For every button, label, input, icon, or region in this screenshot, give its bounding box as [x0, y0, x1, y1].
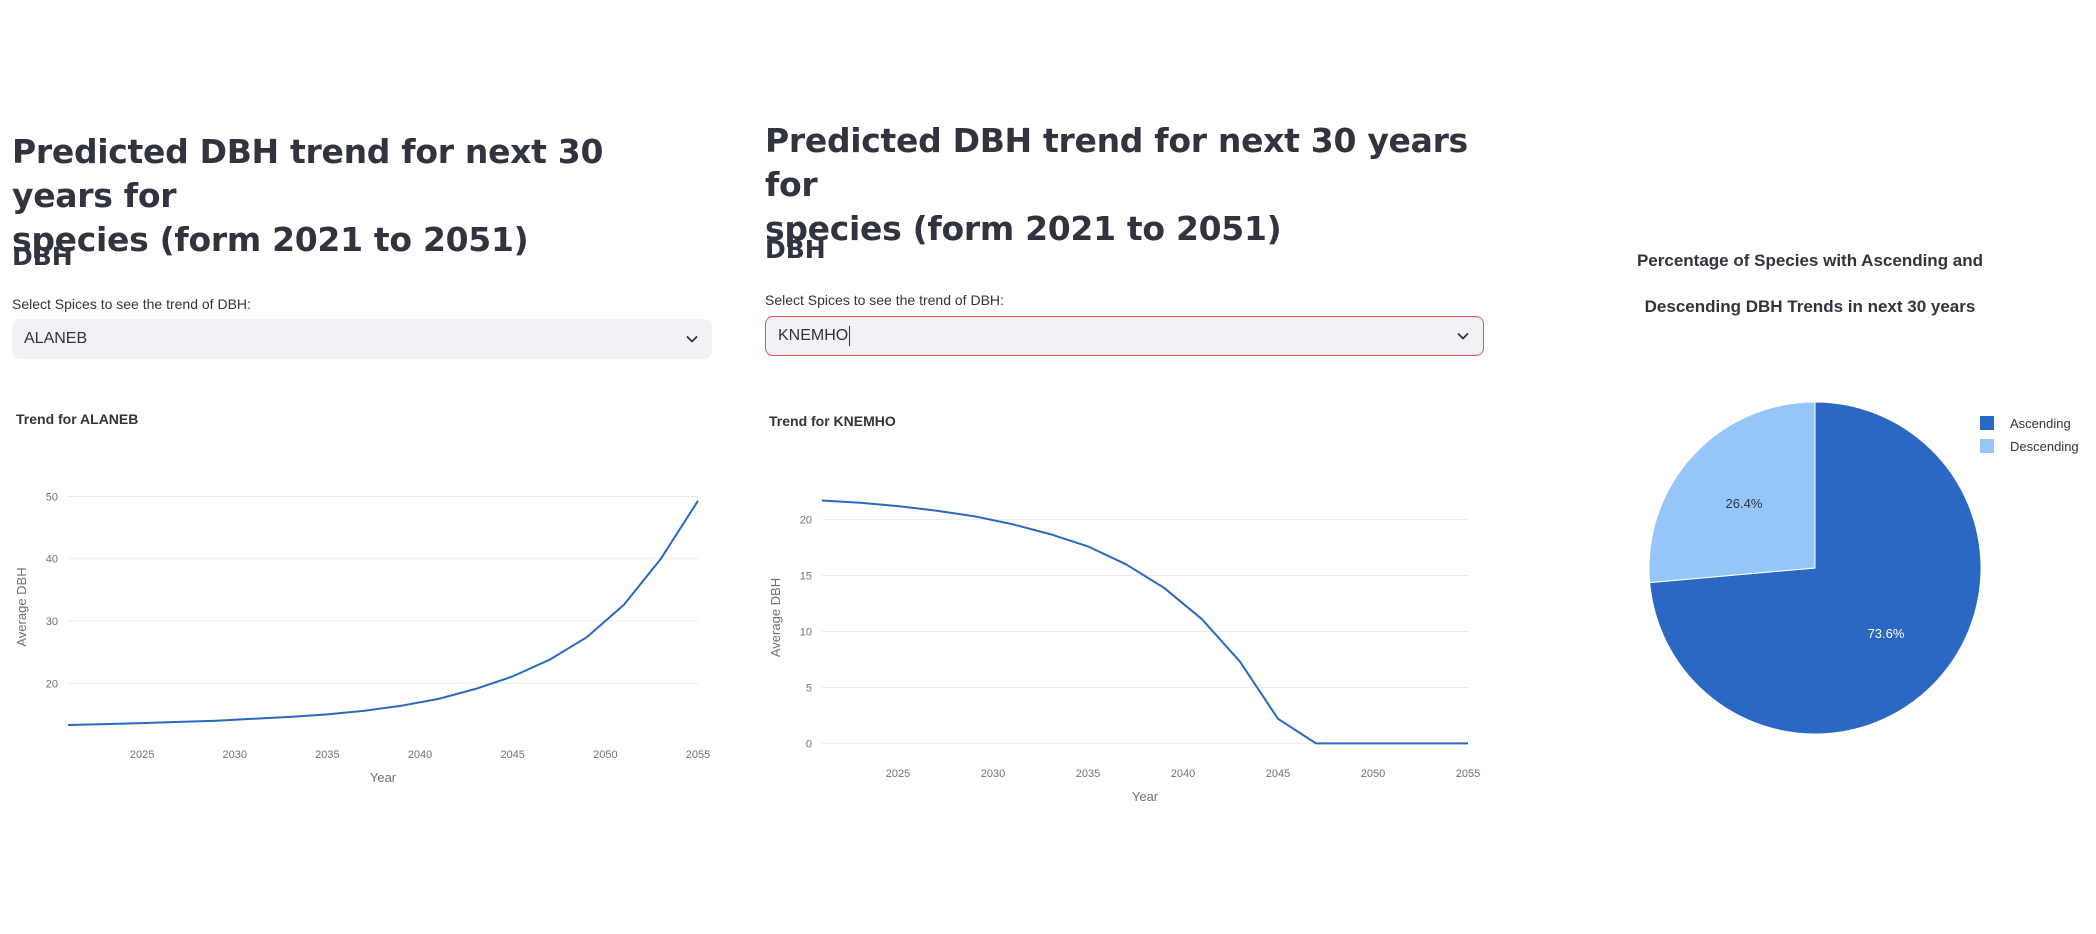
- x-tick-label: 2025: [886, 768, 910, 780]
- y-tick-label: 0: [806, 738, 812, 750]
- x-tick-label: 2040: [1171, 768, 1195, 780]
- pie-value-label: 26.4%: [1726, 496, 1763, 511]
- line-chart-knemho: 0 5 10 15 20 2025 2030 2035 2040 2045 2050 2055 Year…: [768, 499, 1480, 804]
- chart-title: Trend for KNEMHO: [769, 413, 896, 429]
- x-tick-label: 2035: [1076, 768, 1100, 780]
- x-tick-label: 2050: [593, 749, 617, 761]
- y-axis-label: Average DBH: [14, 567, 29, 646]
- x-tick-label: 2045: [1266, 768, 1290, 780]
- x-tick-label: 2040: [408, 749, 432, 761]
- pie-value-label: 73.6%: [1868, 626, 1905, 641]
- legend-swatch: [1980, 439, 1994, 453]
- legend-swatch: [1980, 416, 1994, 430]
- page-title: Predicted DBH trend for next 30 years fo…: [12, 130, 712, 262]
- title-line-2: species (form 2021 to 2051): [12, 220, 529, 259]
- middle-panel: Predicted DBH trend for next 30 years fo…: [765, 119, 1485, 251]
- title-line-1: Predicted DBH trend for next 30 years fo…: [765, 121, 1468, 204]
- title-line-2: species (form 2021 to 2051): [765, 209, 1282, 248]
- pie-title-line-1: Percentage of Species with Ascending and: [1636, 251, 1984, 270]
- species-select-label: Select Spices to see the trend of DBH:: [765, 292, 1004, 308]
- y-axis-label: Average DBH: [768, 578, 783, 657]
- x-tick-label: 2025: [130, 749, 154, 761]
- species-select-label: Select Spices to see the trend of DBH:: [12, 296, 251, 312]
- series-line: [67, 500, 699, 726]
- species-select-value: ALANEB: [24, 330, 88, 347]
- dbh-subheader: DBH: [12, 242, 73, 271]
- y-tick-label: 15: [800, 571, 812, 583]
- x-tick-label: 2030: [223, 749, 247, 761]
- species-select[interactable]: ALANEB: [12, 319, 712, 359]
- pie-chart-title: Percentage of Species with Ascending and…: [1560, 238, 2060, 330]
- text-cursor: [849, 326, 851, 346]
- series-line: [821, 499, 1468, 745]
- chart-title: Trend for ALANEB: [16, 411, 139, 427]
- x-tick-label: 2055: [686, 749, 710, 761]
- y-tick-label: 50: [46, 491, 58, 503]
- x-tick-label: 2045: [500, 749, 524, 761]
- species-select-value[interactable]: KNEMHO: [778, 326, 1455, 346]
- pie-slice-descending: [1648, 401, 1816, 584]
- x-tick-label: 2030: [981, 768, 1005, 780]
- pie-title-line-2: Descending DBH Trends in next 30 years: [1644, 297, 1976, 316]
- x-axis-label: Year: [370, 770, 397, 785]
- y-tick-label: 10: [800, 626, 812, 638]
- dbh-subheader: DBH: [765, 235, 826, 264]
- y-tick-label: 20: [800, 515, 812, 527]
- x-tick-label: 2050: [1361, 768, 1385, 780]
- x-tick-label: 2055: [1456, 768, 1480, 780]
- y-tick-label: 30: [46, 616, 58, 628]
- legend-item-descending: Descending: [2010, 439, 2079, 454]
- y-tick-label: 5: [806, 682, 812, 694]
- left-panel: Predicted DBH trend for next 30 years fo…: [12, 130, 712, 262]
- y-tick-label: 40: [46, 554, 58, 566]
- x-axis-label: Year: [1132, 789, 1159, 804]
- y-tick-label: 20: [46, 678, 58, 690]
- chevron-down-icon: [1457, 333, 1469, 340]
- species-select-text: KNEMHO: [778, 327, 849, 345]
- chevron-down-icon: [686, 336, 698, 343]
- pie-chart: 73.6% 26.4% Ascending Descending: [1648, 401, 2079, 735]
- x-tick-label: 2035: [315, 749, 339, 761]
- page-title: Predicted DBH trend for next 30 years fo…: [765, 119, 1485, 251]
- title-line-1: Predicted DBH trend for next 30 years fo…: [12, 132, 604, 215]
- legend-item-ascending: Ascending: [2010, 416, 2071, 431]
- species-select[interactable]: KNEMHO: [765, 316, 1484, 356]
